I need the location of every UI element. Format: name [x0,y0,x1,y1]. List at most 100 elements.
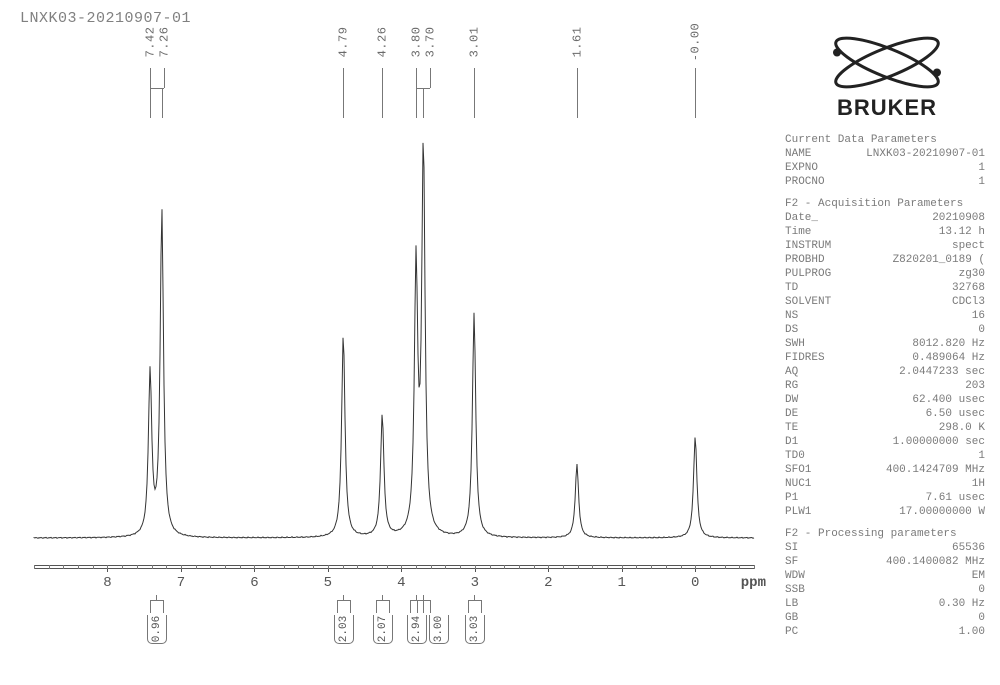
param-value: 13.12 h [939,225,985,239]
param-value: 1.00000000 sec [893,435,985,449]
peak-label: 4.79 [323,32,363,50]
axis-minor-tick [107,565,108,569]
param-key: TD0 [785,449,805,463]
axis-minor-tick [416,565,417,569]
param-key: DW [785,393,798,407]
param-value: 0.489064 Hz [912,351,985,365]
axis-tick-label: 7 [177,575,185,591]
section-title: F2 - Acquisition Parameters [785,197,985,211]
axis-tick-label: 5 [324,575,332,591]
param-row: NUC11H [785,477,985,491]
param-value: EM [972,569,985,583]
axis-minor-tick [343,565,344,569]
axis-minor-tick [78,565,79,569]
param-value: 62.400 usec [912,393,985,407]
spectrum-trace [34,143,754,538]
ppm-axis: ppm 876543210 [14,565,774,595]
param-value: 0 [978,323,985,337]
peak-label: 3.70 [410,32,450,50]
param-key: TE [785,421,798,435]
axis-minor-tick [122,565,123,569]
param-key: DS [785,323,798,337]
param-value: 20210908 [932,211,985,225]
axis-minor-tick [710,565,711,569]
axis-minor-tick [181,565,182,569]
axis-tick-label: 4 [397,575,405,591]
integral-value: 0.96 [147,615,167,644]
axis-minor-tick [298,565,299,569]
integral-region: 0.962.032.072.943.003.03 [14,600,774,660]
peak-label: -0.00 [675,32,715,50]
axis-line [34,568,754,569]
axis-minor-tick [563,565,564,569]
param-value: 16 [972,309,985,323]
brand-text: BRUKER [802,95,972,121]
param-row: PC1.00 [785,625,985,639]
param-value: 400.1400082 MHz [886,555,985,569]
param-key: SSB [785,583,805,597]
peak-label: 1.61 [557,32,597,50]
param-row: SSB0 [785,583,985,597]
param-row: DW 62.400 usec [785,393,985,407]
param-value: Z820201_0189 ( [893,253,985,267]
spectrum-plot [14,120,774,560]
axis-minor-tick [622,565,623,569]
param-row: TD 32768 [785,281,985,295]
params-section-processing: F2 - Processing parameters SI 65536 SF 400.… [785,527,985,639]
param-row: DE6.50 usec [785,407,985,421]
integral-brace [376,600,390,613]
integral-value: 3.03 [465,615,485,644]
axis-minor-tick [490,565,491,569]
axis-minor-tick [725,565,726,569]
param-row: SWH8012.820 Hz [785,337,985,351]
param-row: SOLVENTCDCl3 [785,295,985,309]
axis-minor-tick [210,565,211,569]
param-key: NAME [785,147,811,161]
axis-tick-label: 8 [103,575,111,591]
axis-minor-tick [739,565,740,569]
axis-minor-tick [63,565,64,569]
params-section-current: Current Data Parameters NAMELNXK03-20210… [785,133,985,189]
param-value: 0.30 Hz [939,597,985,611]
axis-minor-tick [534,565,535,569]
param-row: RG203 [785,379,985,393]
param-value: 8012.820 Hz [912,337,985,351]
bruker-atom-icon [812,35,962,90]
param-key: TD [785,281,798,295]
axis-minor-tick [695,565,696,569]
param-value: 32768 [952,281,985,295]
param-key: D1 [785,435,798,449]
param-value: 1 [978,161,985,175]
param-value: 1.00 [959,625,985,639]
section-title: F2 - Processing parameters [785,527,985,541]
integral-brace [468,600,482,613]
parameters-panel: Current Data Parameters NAMELNXK03-20210… [785,125,985,639]
param-value: zg30 [959,267,985,281]
param-key: P1 [785,491,798,505]
param-key: PROCNO [785,175,825,189]
param-row: GB 0 [785,611,985,625]
param-row: PROCNO1 [785,175,985,189]
param-key: AQ [785,365,798,379]
peak-label-region: 7.427.264.794.263.803.703.011.61-0.00 [14,30,774,120]
sample-id: LNXK03-20210907-01 [20,10,191,27]
param-row: NAMELNXK03-20210907-01 [785,147,985,161]
param-row: DS 0 [785,323,985,337]
param-key: GB [785,611,798,625]
axis-minor-tick [445,565,446,569]
param-row: P17.61 usec [785,491,985,505]
param-key: SI [785,541,798,555]
param-key: FIDRES [785,351,825,365]
integral-value: 3.00 [429,615,449,644]
param-value: 65536 [952,541,985,555]
axis-minor-tick [49,565,50,569]
param-value: 1 [978,449,985,463]
axis-minor-tick [284,565,285,569]
axis-minor-tick [578,565,579,569]
param-value: 0 [978,611,985,625]
param-key: SF [785,555,798,569]
peak-label: 7.26 [144,32,184,50]
param-key: DE [785,407,798,421]
integral-brace [337,600,351,613]
param-value: 400.1424709 MHz [886,463,985,477]
